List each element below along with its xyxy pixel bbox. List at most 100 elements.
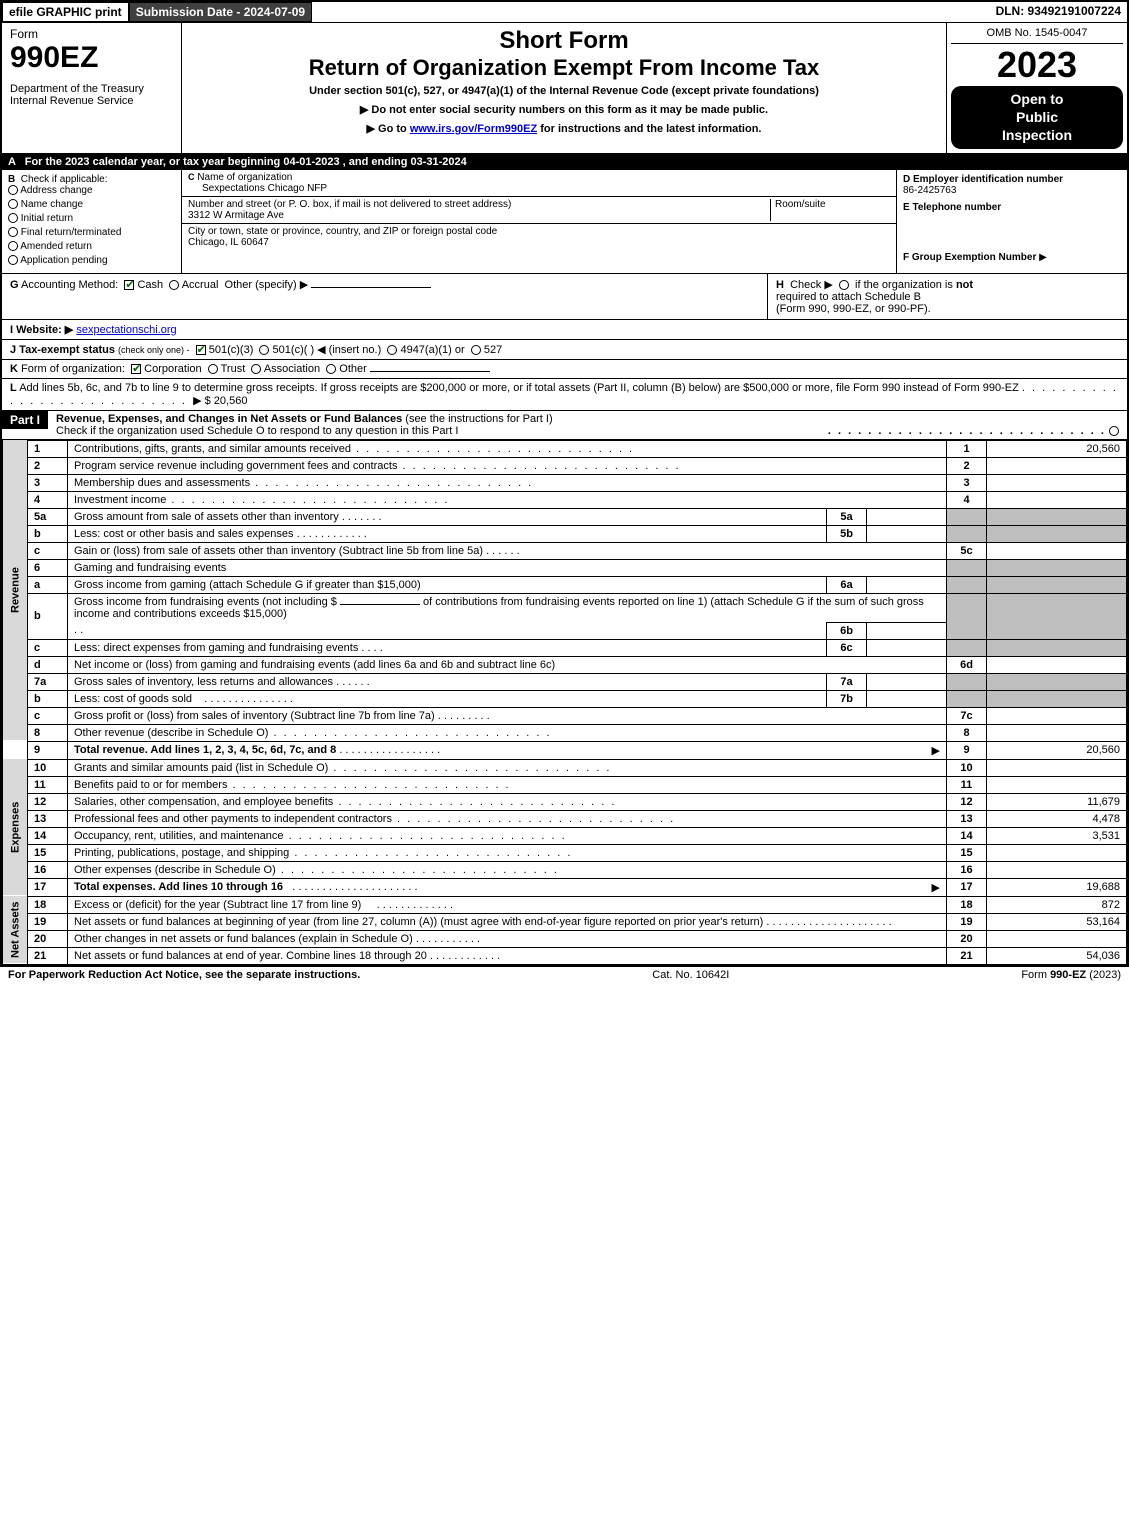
checkbox-4947[interactable]	[387, 345, 397, 355]
header-mid: Short Form Return of Organization Exempt…	[182, 23, 947, 153]
checkbox-trust[interactable]	[208, 364, 218, 374]
opt-other: Other (specify) ▶	[225, 279, 309, 291]
form-number: 990EZ	[10, 41, 173, 75]
other-specify-line[interactable]	[311, 287, 431, 288]
l-arrow: ▶ $	[193, 395, 211, 407]
line-5a-rn-shaded	[947, 508, 987, 525]
line-7a-midval	[867, 673, 947, 690]
line-10-num: 10	[28, 759, 68, 776]
line-7b-rn-shaded	[947, 690, 987, 707]
line-10-desc: Grants and similar amounts paid (list in…	[74, 762, 328, 774]
line-5c-rn: 5c	[947, 542, 987, 559]
line-3-rn: 3	[947, 474, 987, 491]
org-name: Sexpectations Chicago NFP	[188, 183, 890, 194]
line-13-num: 13	[28, 810, 68, 827]
line-1-num: 1	[28, 440, 68, 457]
line-2-val	[987, 457, 1127, 474]
h-text4: (Form 990, 990-EZ, or 990-PF).	[776, 303, 931, 315]
line-6a-val-shaded	[987, 576, 1127, 593]
line-17-num: 17	[28, 878, 68, 896]
website-link[interactable]: sexpectationschi.org	[76, 324, 176, 336]
checkbox-527[interactable]	[471, 345, 481, 355]
line-1-rn: 1	[947, 440, 987, 457]
line-8-desc: Other revenue (describe in Schedule O)	[74, 727, 268, 739]
line-15-desc: Printing, publications, postage, and shi…	[74, 847, 289, 859]
badge-line1: Open to	[961, 90, 1113, 108]
k-corp: Corporation	[144, 363, 201, 375]
line-19-val: 53,164	[987, 913, 1127, 930]
l-amount: 20,560	[214, 395, 248, 407]
line-7a-desc: Gross sales of inventory, less returns a…	[74, 676, 333, 688]
line-5b-midval	[867, 525, 947, 542]
line-6a-desc: Gross income from gaming (attach Schedul…	[68, 576, 827, 593]
line-17-val: 19,688	[987, 878, 1127, 896]
line-15-val	[987, 844, 1127, 861]
checkbox-pending[interactable]	[8, 255, 18, 265]
efile-print-button[interactable]: efile GRAPHIC print	[2, 2, 129, 22]
checkbox-final-return[interactable]	[8, 227, 18, 237]
subtitle: Under section 501(c), 527, or 4947(a)(1)…	[186, 85, 942, 97]
checkbox-corporation[interactable]	[131, 364, 141, 374]
checkbox-other-org[interactable]	[326, 364, 336, 374]
line-18-rn: 18	[947, 896, 987, 913]
other-org-line[interactable]	[370, 371, 490, 372]
form-container: efile GRAPHIC print Submission Date - 20…	[0, 0, 1129, 967]
checkbox-name-change[interactable]	[8, 199, 18, 209]
irs-link[interactable]: www.irs.gov/Form990EZ	[410, 123, 537, 135]
j-opt3: 4947(a)(1) or	[400, 344, 464, 356]
opt-accrual: Accrual	[182, 279, 219, 291]
line-9-val: 20,560	[987, 741, 1127, 759]
line-1-desc: Contributions, gifts, grants, and simila…	[74, 443, 351, 455]
row-g: G Accounting Method: Cash Accrual Other …	[2, 274, 767, 319]
line-6b-amount-line[interactable]	[340, 604, 420, 605]
checkbox-initial-return[interactable]	[8, 213, 18, 223]
row-j: J Tax-exempt status (check only one) - 5…	[2, 340, 1127, 360]
line-6c-rn-shaded	[947, 639, 987, 656]
line-12-num: 12	[28, 793, 68, 810]
footer-left: For Paperwork Reduction Act Notice, see …	[8, 969, 360, 981]
line-14-rn: 14	[947, 827, 987, 844]
line-5b-num: b	[28, 525, 68, 542]
line-14-num: 14	[28, 827, 68, 844]
line-19-rn: 19	[947, 913, 987, 930]
checkbox-cash[interactable]	[124, 280, 134, 290]
line-7a-rn-shaded	[947, 673, 987, 690]
line-7b-midrn: 7b	[827, 690, 867, 707]
revenue-gap	[3, 741, 28, 759]
checkbox-accrual[interactable]	[169, 280, 179, 290]
page-footer: For Paperwork Reduction Act Notice, see …	[0, 967, 1129, 983]
line-9-arrow: ▶	[932, 744, 940, 757]
row-i: I Website: ▶ sexpectationschi.org	[2, 320, 1127, 340]
footer-right-post: (2023)	[1086, 969, 1121, 981]
opt-cash: Cash	[137, 279, 163, 291]
line-21-desc: Net assets or fund balances at end of ye…	[74, 950, 427, 962]
checkbox-address-change[interactable]	[8, 185, 18, 195]
line-6b-val-shaded	[987, 593, 1127, 639]
checkbox-schedule-b[interactable]	[839, 280, 849, 290]
checkbox-501c[interactable]	[259, 345, 269, 355]
line-6-desc: Gaming and fundraising events	[68, 559, 947, 576]
line-6b-midrn: 6b	[827, 622, 867, 639]
line-6b-rn-shaded	[947, 593, 987, 639]
row-a-label: A	[8, 156, 16, 168]
part-i-header: Part I Revenue, Expenses, and Changes in…	[2, 411, 1127, 440]
line-6a-rn-shaded	[947, 576, 987, 593]
opt-final: Final return/terminated	[21, 227, 122, 238]
line-10-val	[987, 759, 1127, 776]
part-i-label: Part I	[2, 411, 48, 429]
line-11-rn: 11	[947, 776, 987, 793]
line-6c-midval	[867, 639, 947, 656]
k-label: K	[10, 363, 18, 375]
c-label: C	[188, 172, 195, 182]
checkbox-association[interactable]	[251, 364, 261, 374]
line-2-desc: Program service revenue including govern…	[74, 460, 397, 472]
line-6d-val	[987, 656, 1127, 673]
j-opt4: 527	[484, 344, 502, 356]
checkbox-schedule-o-part1[interactable]	[1109, 426, 1119, 436]
badge-line3: Inspection	[961, 126, 1113, 144]
checkbox-amended[interactable]	[8, 241, 18, 251]
line-6b-desc-pre: Gross income from fundraising events (no…	[74, 596, 337, 608]
line-8-val	[987, 724, 1127, 741]
checkbox-501c3[interactable]	[196, 345, 206, 355]
revenue-section-label: Revenue	[3, 440, 28, 741]
